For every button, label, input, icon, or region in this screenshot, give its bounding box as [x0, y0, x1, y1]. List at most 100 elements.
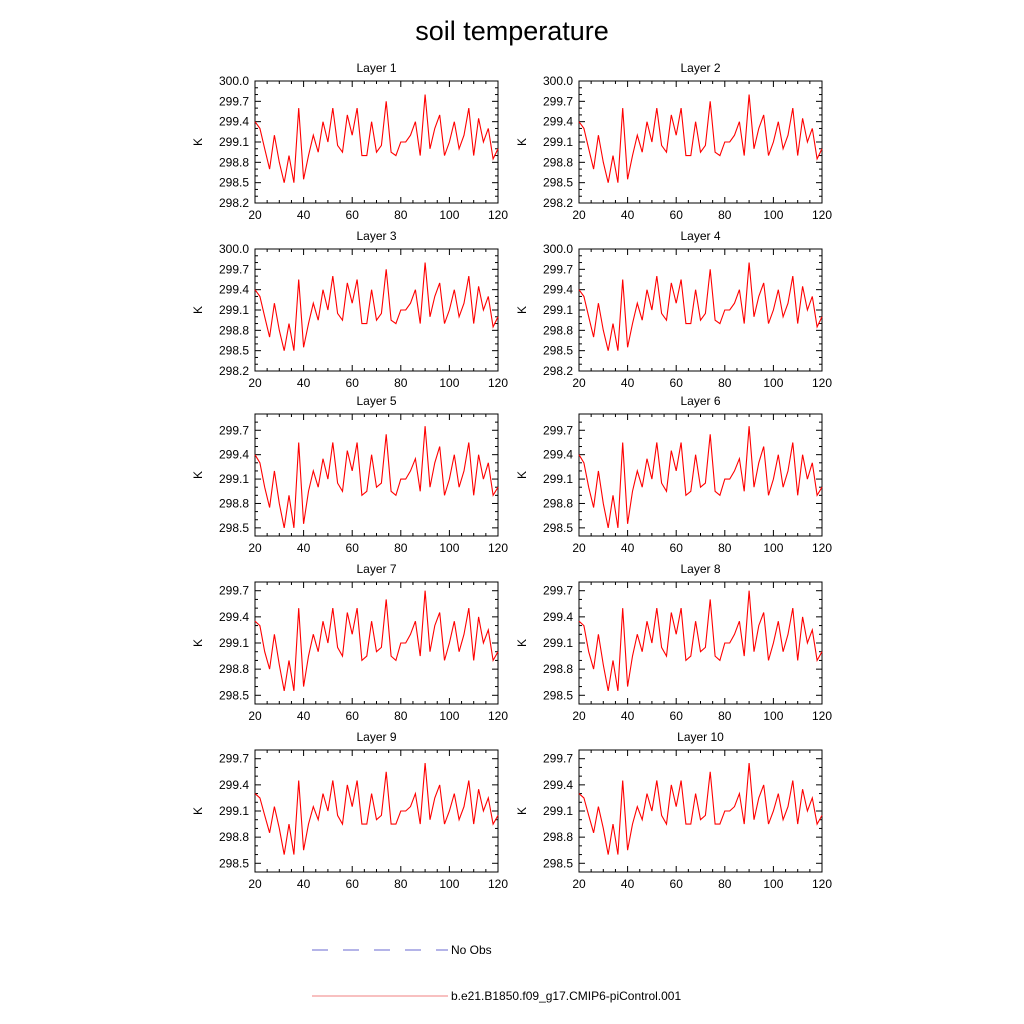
panel-layer-1: Layer 1 20 40 60 80 100 120 298.2 298.5 298.8 299.…	[191, 61, 508, 222]
plot-frame	[578, 413, 823, 537]
y-tick-label: 298.8	[219, 496, 249, 510]
x-tick-label: 40	[621, 709, 635, 723]
series-line-piControl	[254, 763, 499, 855]
y-tick-label: 299.1	[219, 804, 249, 818]
series-line-piControl	[254, 262, 499, 351]
series-line-piControl	[578, 426, 823, 529]
x-tick-label: 80	[394, 877, 408, 891]
panel-title: Layer 1	[356, 61, 396, 75]
y-tick-label: 298.8	[543, 662, 573, 676]
panel-layer-10: Layer 10 20 40 60 80 100 120 298.5 298.8 299.1 299…	[515, 730, 832, 891]
x-tick-label: 100	[439, 541, 459, 555]
y-tick-label: 298.8	[219, 155, 249, 169]
x-tick-label: 60	[670, 541, 684, 555]
panel-title: Layer 9	[356, 730, 396, 744]
x-tick-label: 20	[248, 877, 262, 891]
y-axis-label: K	[191, 639, 205, 647]
x-tick-label: 120	[488, 376, 508, 390]
x-tick-label: 100	[763, 208, 783, 222]
series-line-piControl	[254, 426, 499, 529]
x-tick-label: 100	[763, 709, 783, 723]
x-tick-label: 20	[572, 541, 586, 555]
x-tick-label: 120	[812, 541, 832, 555]
y-tick-label: 299.4	[219, 115, 249, 129]
panel-layer-3: Layer 3 20 40 60 80 100 120 298.2 298.5 298.8 299.…	[191, 229, 508, 390]
y-tick-label: 298.8	[219, 323, 249, 337]
y-tick-label: 298.5	[543, 344, 573, 358]
plot-frame	[578, 749, 823, 873]
x-tick-label: 60	[346, 709, 360, 723]
y-tick-label: 299.7	[543, 423, 573, 437]
x-tick-label: 40	[297, 376, 311, 390]
y-axis-label: K	[515, 471, 529, 479]
y-tick-label: 298.2	[219, 196, 249, 210]
y-tick-label: 299.1	[219, 636, 249, 650]
y-tick-label: 299.1	[543, 804, 573, 818]
panel-layer-2: Layer 2 20 40 60 80 100 120 298.2 298.5 298.8 299.…	[515, 61, 832, 222]
y-tick-label: 300.0	[543, 74, 573, 88]
y-tick-label: 298.5	[543, 856, 573, 870]
x-tick-label: 80	[718, 541, 732, 555]
x-tick-label: 80	[394, 376, 408, 390]
y-tick-label: 300.0	[219, 74, 249, 88]
y-tick-label: 298.2	[543, 196, 573, 210]
panel-title: Layer 8	[680, 562, 720, 576]
x-tick-label: 100	[439, 877, 459, 891]
x-tick-label: 20	[572, 208, 586, 222]
x-tick-label: 20	[572, 877, 586, 891]
x-tick-label: 60	[346, 541, 360, 555]
y-tick-label: 298.8	[543, 155, 573, 169]
y-tick-label: 298.8	[543, 323, 573, 337]
x-tick-label: 40	[621, 208, 635, 222]
x-tick-label: 40	[297, 877, 311, 891]
y-tick-label: 299.4	[219, 283, 249, 297]
y-axis-label: K	[191, 807, 205, 815]
x-tick-label: 20	[572, 376, 586, 390]
x-tick-label: 80	[394, 541, 408, 555]
y-tick-label: 298.5	[219, 856, 249, 870]
y-tick-label: 299.1	[219, 303, 249, 317]
plot-frame	[254, 413, 499, 537]
x-tick-label: 20	[248, 541, 262, 555]
y-tick-label: 299.1	[543, 636, 573, 650]
figure-title: soil temperature	[415, 16, 609, 46]
panel-layer-6: Layer 6 20 40 60 80 100 120 298.5 298.8 299.1 299.…	[515, 394, 832, 555]
panel-title: Layer 4	[680, 229, 720, 243]
y-tick-label: 299.7	[543, 262, 573, 276]
y-tick-label: 299.7	[219, 423, 249, 437]
x-tick-label: 120	[488, 208, 508, 222]
y-axis-label: K	[515, 138, 529, 146]
x-tick-label: 40	[621, 541, 635, 555]
y-tick-label: 299.7	[219, 752, 249, 766]
x-tick-label: 80	[394, 709, 408, 723]
x-tick-label: 40	[297, 208, 311, 222]
y-tick-label: 298.2	[543, 364, 573, 378]
x-tick-label: 60	[670, 709, 684, 723]
panel-title: Layer 6	[680, 394, 720, 408]
y-tick-label: 298.8	[219, 662, 249, 676]
y-axis-label: K	[191, 471, 205, 479]
series-line-piControl	[578, 763, 823, 855]
x-tick-label: 60	[346, 376, 360, 390]
y-tick-label: 298.5	[219, 521, 249, 535]
panel-title: Layer 3	[356, 229, 396, 243]
panel-layer-7: Layer 7 20 40 60 80 100 120 298.5 298.8 299.1 299.…	[191, 562, 508, 723]
x-tick-label: 120	[812, 877, 832, 891]
y-axis-label: K	[191, 138, 205, 146]
x-tick-label: 20	[248, 208, 262, 222]
series-line-piControl	[254, 590, 499, 692]
y-tick-label: 298.5	[219, 688, 249, 702]
x-tick-label: 80	[394, 208, 408, 222]
x-tick-label: 100	[439, 709, 459, 723]
x-tick-label: 40	[297, 709, 311, 723]
x-tick-label: 20	[248, 376, 262, 390]
y-tick-label: 298.5	[543, 521, 573, 535]
y-tick-label: 298.8	[543, 830, 573, 844]
panel-layer-9: Layer 9 20 40 60 80 100 120 298.5 298.8 299.1 299.…	[191, 730, 508, 891]
x-tick-label: 60	[346, 208, 360, 222]
y-axis-label: K	[191, 306, 205, 314]
y-tick-label: 299.4	[219, 778, 249, 792]
x-tick-label: 80	[718, 877, 732, 891]
y-tick-label: 299.4	[543, 448, 573, 462]
